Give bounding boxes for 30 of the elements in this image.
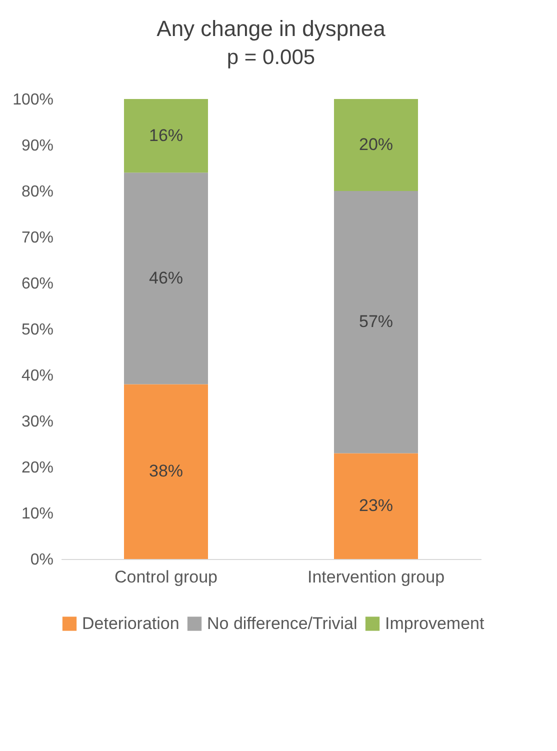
y-tick-label: 40%: [21, 368, 54, 384]
legend-label: No difference/Trivial: [207, 614, 358, 633]
legend-label: Deterioration: [82, 614, 180, 633]
legend-label: Improvement: [385, 614, 484, 633]
chart-subtitle: p = 0.005: [226, 46, 316, 69]
y-tick-label: 0%: [30, 552, 54, 568]
bar: [334, 99, 418, 191]
y-tick-label: 100%: [12, 92, 54, 108]
x-tick-label: Intervention group: [307, 568, 445, 586]
bar: [124, 99, 208, 173]
y-tick-label: 80%: [21, 184, 54, 200]
y-tick-label: 10%: [21, 506, 54, 522]
data-label: 57%: [358, 312, 394, 332]
data-label: 23%: [358, 496, 394, 516]
y-tick-label: 90%: [21, 138, 54, 154]
y-tick-label: 60%: [21, 276, 54, 292]
chart-title: Any change in dyspnea: [156, 16, 386, 41]
data-label: 16%: [148, 126, 184, 145]
data-label: 46%: [148, 268, 184, 288]
y-tick-label: 20%: [21, 460, 54, 476]
bar: [334, 453, 418, 559]
bar: [124, 384, 208, 559]
data-label: 20%: [358, 135, 394, 154]
x-tick-label: Control group: [114, 568, 218, 586]
y-tick-label: 50%: [21, 322, 54, 338]
y-tick-label: 70%: [21, 230, 54, 246]
bar: [334, 191, 418, 454]
data-label: 38%: [148, 462, 184, 481]
bar: [124, 172, 208, 384]
y-tick-label: 30%: [21, 414, 54, 430]
